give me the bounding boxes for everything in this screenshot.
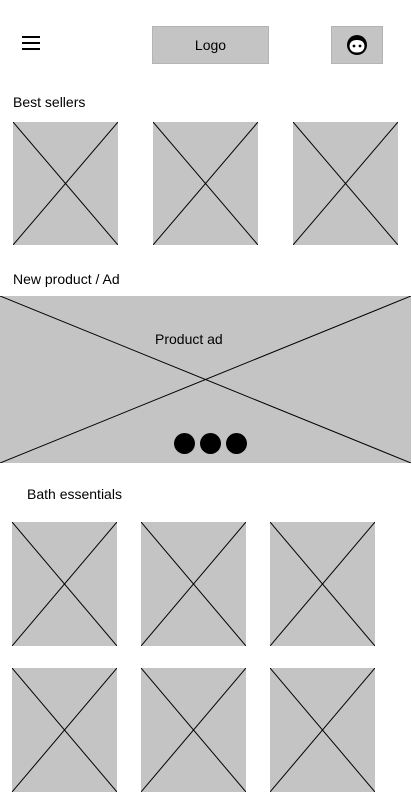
bath-product-3[interactable] [270, 522, 375, 646]
bath-product-6[interactable] [270, 668, 375, 792]
best-seller-product-1[interactable] [13, 122, 118, 245]
product-ad-label: Product ad [155, 331, 223, 347]
bath-essentials-heading: Bath essentials [27, 486, 122, 502]
carousel-dot-1[interactable] [174, 433, 195, 454]
logo[interactable]: Logo [152, 26, 269, 64]
carousel-dot-2[interactable] [200, 433, 221, 454]
carousel-dot-3[interactable] [226, 433, 247, 454]
bath-product-4[interactable] [12, 668, 117, 792]
menu-button[interactable] [18, 33, 46, 55]
best-seller-product-3[interactable] [293, 122, 398, 245]
bath-product-2[interactable] [141, 522, 246, 646]
best-sellers-heading: Best sellers [13, 94, 86, 110]
bath-product-1[interactable] [12, 522, 117, 646]
hamburger-menu-icon [22, 36, 40, 50]
bath-product-5[interactable] [141, 668, 246, 792]
new-product-heading: New product / Ad [13, 271, 120, 287]
profile-button[interactable] [331, 26, 383, 64]
best-seller-product-2[interactable] [153, 122, 258, 245]
user-face-icon [347, 35, 367, 55]
product-ad-banner[interactable]: Product ad [0, 296, 411, 463]
logo-label: Logo [194, 37, 227, 53]
